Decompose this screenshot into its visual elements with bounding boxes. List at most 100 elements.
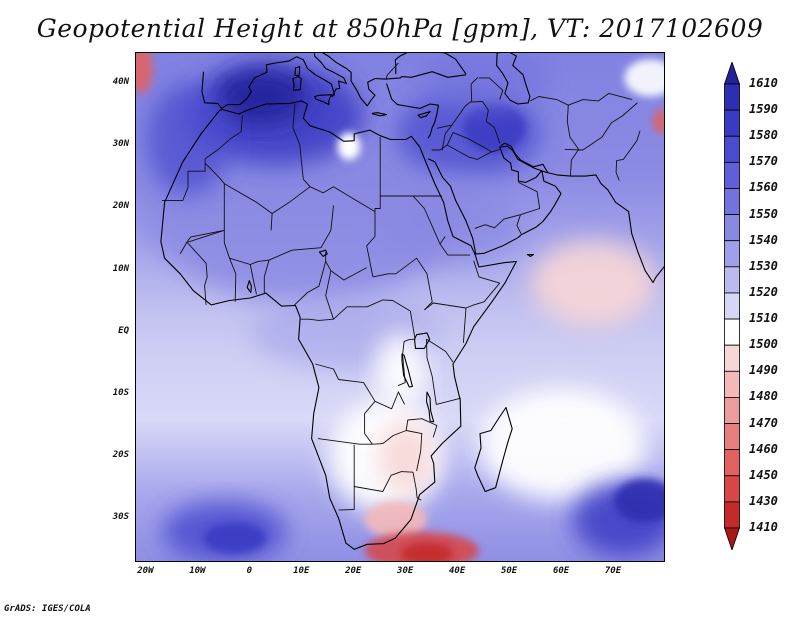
- country-border: [382, 430, 423, 472]
- software-credit: GrADS: IGES/COLA: [4, 604, 91, 614]
- field-blob: [146, 84, 230, 197]
- field-blob: [653, 109, 664, 134]
- colorbar: [724, 62, 740, 550]
- coastline-persian-gulf-north: [500, 142, 549, 174]
- country-border: [204, 115, 243, 160]
- lon-tick-label: 40E: [449, 566, 466, 576]
- country-border: [412, 472, 422, 501]
- coastline-madagascar: [474, 406, 513, 493]
- lat-tick-label: EQ: [118, 325, 129, 336]
- colorbar-swatch: [724, 344, 740, 372]
- country-border: [374, 196, 381, 212]
- country-border: [315, 363, 406, 410]
- colorbar-swatch: [724, 109, 740, 137]
- country-border: [412, 195, 446, 245]
- coastlines: [160, 53, 664, 550]
- field-blob: [375, 332, 427, 408]
- country-border: [615, 130, 641, 181]
- colorbar-level-label: 1510: [749, 311, 778, 326]
- colorbar-level-label: 1480: [749, 389, 778, 404]
- coastline-socotra: [526, 253, 535, 257]
- country-border: [354, 471, 414, 492]
- country-border: [379, 137, 442, 197]
- field-layer: [136, 53, 664, 561]
- coastline-anatolia-south: [385, 83, 439, 139]
- colorbar-level-label: 1590: [749, 102, 778, 117]
- colorbar-level-label: 1500: [749, 337, 778, 352]
- country-border: [309, 186, 376, 277]
- colorbar-swatch: [724, 318, 740, 346]
- country-border: [325, 261, 367, 281]
- lat-tick-label: 30N: [112, 139, 129, 150]
- country-border: [474, 181, 541, 229]
- colorbar-level-label: 1570: [749, 154, 778, 169]
- lat-tick-label: 10S: [112, 388, 129, 399]
- country-border: [224, 183, 273, 231]
- country-border: [516, 214, 522, 235]
- country-border: [426, 339, 461, 405]
- coastline-balkans: [321, 53, 467, 107]
- colorbar-level-label: 1470: [749, 415, 778, 430]
- country-border: [482, 101, 501, 144]
- country-border: [186, 241, 208, 305]
- country-border: [424, 302, 467, 343]
- lat-tick-label: 20S: [112, 450, 129, 461]
- coastline-europe-south: [201, 53, 347, 109]
- colorbar-swatch: [724, 161, 740, 189]
- colorbar-level-label: 1450: [749, 467, 778, 482]
- country-border: [470, 76, 479, 103]
- map-panel: [135, 52, 665, 562]
- field-blob: [614, 479, 664, 523]
- country-border: [333, 299, 411, 320]
- colorbar-swatch: [724, 83, 740, 111]
- country-border: [294, 252, 327, 306]
- coastline-lake-tanganyika: [401, 353, 413, 388]
- country-border: [179, 229, 225, 255]
- colorbar-swatch: [724, 423, 740, 451]
- country-border: [530, 92, 633, 106]
- colorbar-level-label: 1580: [749, 128, 778, 143]
- country-border: [446, 144, 492, 160]
- coastline-black-sea: [394, 53, 467, 75]
- colorbar-swatch: [724, 501, 740, 529]
- coastline-cyprus: [417, 110, 431, 119]
- colorbar-arrow-bottom: [724, 527, 740, 550]
- country-border: [271, 186, 311, 214]
- country-border: [317, 438, 373, 445]
- colorbar-swatch: [724, 214, 740, 242]
- lat-tick-label: 10N: [112, 263, 129, 274]
- country-border: [300, 270, 334, 321]
- lon-tick-label: 50E: [500, 566, 518, 576]
- colorbar-level-label: 1560: [749, 180, 778, 195]
- coastline-corsica: [294, 66, 301, 76]
- colorbar-level-label: 1460: [749, 441, 778, 456]
- colorbar-swatch: [724, 397, 740, 424]
- field-blob: [624, 59, 664, 97]
- colorbar-level-label: 1550: [749, 206, 778, 221]
- country-border: [229, 257, 270, 294]
- colorbar-level-label: 1430: [749, 493, 778, 508]
- country-border: [465, 260, 501, 309]
- country-borders: [162, 62, 641, 511]
- lon-tick-label: 70E: [604, 566, 622, 576]
- colorbar-level-label: 1520: [749, 284, 778, 299]
- field-blob: [213, 68, 308, 125]
- field-blob: [530, 239, 656, 327]
- field-blob: [421, 53, 547, 109]
- field-blob: [136, 53, 153, 94]
- colorbar-level-label: 1530: [749, 258, 778, 273]
- map-canvas: [136, 53, 664, 561]
- country-border: [426, 338, 454, 363]
- coastline-africa: [160, 100, 517, 550]
- country-border: [566, 105, 580, 177]
- lon-tick-label: 10W: [189, 566, 206, 576]
- colorbar-swatch: [724, 292, 740, 320]
- field-blob: [479, 388, 646, 501]
- lon-tick-label: 20E: [345, 566, 362, 576]
- country-border: [431, 132, 500, 153]
- lon-tick-label: 10E: [293, 566, 310, 576]
- field-blob: [401, 542, 453, 561]
- country-border: [385, 62, 399, 80]
- colorbar-swatch: [724, 449, 740, 477]
- country-border: [439, 243, 471, 256]
